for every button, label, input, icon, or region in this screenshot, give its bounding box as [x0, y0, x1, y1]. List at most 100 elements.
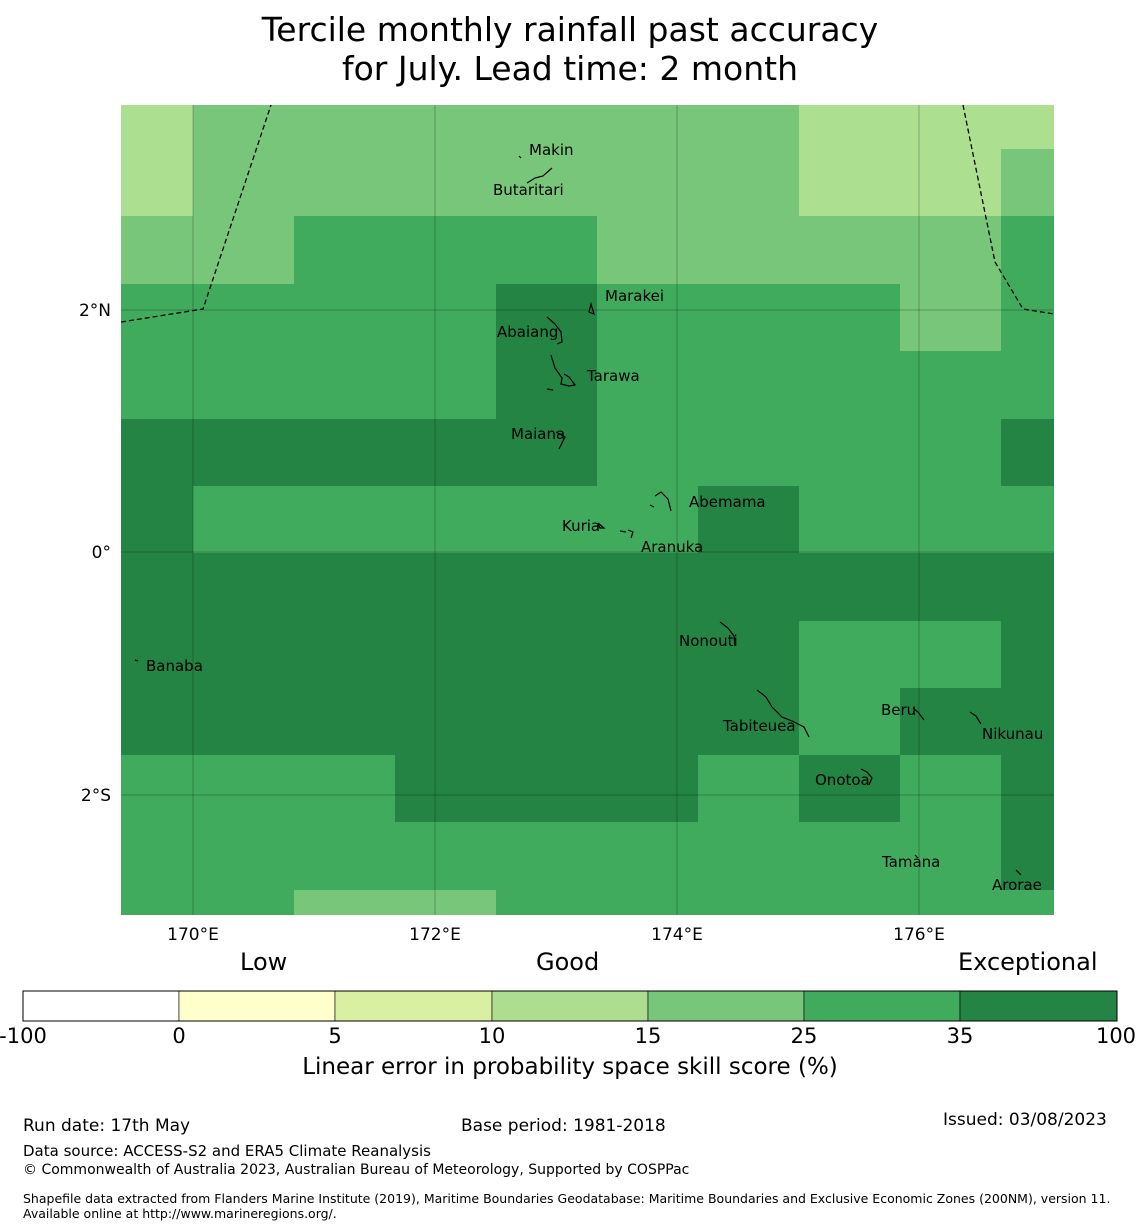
- grid-cell: [121, 284, 496, 351]
- colorbar-tick: 35: [946, 1024, 974, 1048]
- colorbar-frame: [22, 990, 1118, 1022]
- graticule: [121, 105, 1054, 915]
- grid-cell: [1001, 149, 1054, 216]
- grid-cell: [1001, 284, 1054, 351]
- colorbar-segment: [647, 990, 805, 1022]
- issued-date: Issued: 03/08/2023: [943, 1110, 1107, 1130]
- island-label-arorae: Arorae: [992, 876, 1042, 894]
- eez-boundary-east: [962, 104, 1055, 315]
- colorbar-tick: 100: [1095, 1024, 1137, 1048]
- grid-cell: [294, 890, 496, 915]
- tamana-outline: [914, 854, 919, 859]
- grid-cell: [1001, 419, 1054, 486]
- abaiang-outline: [546, 316, 563, 345]
- grid-cell: [1001, 822, 1054, 890]
- copyright: © Commonwealth of Australia 2023, Austra…: [23, 1162, 690, 1178]
- grid-cell: [799, 486, 1054, 553]
- island-label-banaba: Banaba: [146, 657, 203, 675]
- grid-cell: [597, 351, 1054, 419]
- grid-cell: [121, 486, 193, 553]
- grid-cell: [121, 890, 294, 915]
- colorbar-tick: 15: [634, 1024, 662, 1048]
- grid-cell: [1001, 216, 1054, 284]
- grid-cell: [193, 105, 799, 216]
- colorbar-tick: 10: [478, 1024, 506, 1048]
- grid-cell: [698, 755, 799, 822]
- island-outlines: [134, 155, 1022, 876]
- lon-tick-172e: 172°E: [409, 925, 461, 945]
- colorbar-segment: [334, 990, 493, 1022]
- grid-cell: [799, 621, 1001, 688]
- lat-tick-0: 0°: [92, 543, 111, 563]
- title-line-1: Tercile monthly rainfall past accuracy: [261, 10, 879, 49]
- tarawa-outline: [546, 354, 577, 391]
- grid-cell: [1001, 755, 1054, 822]
- colorbar-segment: [491, 990, 649, 1022]
- island-label-onotoa: Onotoa: [815, 771, 870, 789]
- marakei-outline: [588, 301, 595, 316]
- category-good: Good: [536, 948, 600, 976]
- colorbar-segment: [22, 990, 180, 1022]
- nonouti-outline: [719, 621, 736, 647]
- grid-cell: [597, 419, 1001, 486]
- island-label-abaiang: Abaiang: [497, 323, 558, 341]
- island-label-tabiteuea: Tabiteuea: [722, 717, 796, 735]
- grid-cell: [294, 216, 597, 284]
- colorbar-segment: [959, 990, 1118, 1022]
- lat-tick-2s: 2°S: [81, 786, 111, 806]
- island-label-maiana: Maiana: [511, 425, 565, 443]
- kuria-outline: [597, 522, 606, 529]
- grid-cell: [121, 755, 395, 822]
- base-period: Base period: 1981-2018: [461, 1116, 666, 1136]
- skill-grid-cells: [121, 105, 1054, 915]
- aranuka-outline: [619, 529, 634, 539]
- chart-title: Tercile monthly rainfall past accuracy f…: [0, 10, 1140, 88]
- grid-cell: [799, 688, 900, 755]
- grid-cell: [900, 688, 1054, 755]
- island-label-makin: Makin: [529, 141, 574, 159]
- grid-cell: [597, 216, 1001, 284]
- grid-cell: [121, 621, 799, 688]
- butaritari-outline: [526, 167, 553, 184]
- lon-tick-174e: 174°E: [651, 925, 703, 945]
- category-exceptional: Exceptional: [958, 948, 1098, 976]
- makin-outline: [518, 155, 522, 159]
- arorae-outline: [1015, 869, 1022, 876]
- shapefile-credit: Shapefile data extracted from Flanders M…: [23, 1191, 1111, 1221]
- island-label-kuria: Kuria: [562, 517, 600, 535]
- colorbar-tick: -100: [0, 1024, 47, 1048]
- grid-cell: [121, 216, 294, 284]
- island-label-tamana: Tamana: [881, 853, 940, 871]
- nikunau-outline: [969, 711, 982, 725]
- colorbar-tick: 5: [328, 1024, 342, 1048]
- beru-outline: [912, 707, 925, 721]
- lat-tick-2n: 2°N: [79, 301, 111, 321]
- data-source: Data source: ACCESS-S2 and ERA5 Climate …: [23, 1142, 431, 1160]
- colorbar-label: Linear error in probability space skill …: [302, 1054, 838, 1080]
- grid-cell: [121, 688, 799, 755]
- grid-cell: [900, 284, 1001, 351]
- island-labels: Makin Butaritari Marakei Abaiang Tarawa …: [146, 141, 1043, 894]
- category-low: Low: [240, 948, 288, 976]
- grid-cell: [496, 890, 1054, 915]
- onotoa-outline: [860, 768, 873, 786]
- grid-cell: [395, 755, 698, 822]
- banaba-outline: [134, 659, 139, 662]
- grid-cell: [193, 486, 698, 553]
- grid-cell: [597, 284, 900, 351]
- colorbar-tick: 0: [172, 1024, 186, 1048]
- tabiteuea-outline: [756, 689, 810, 738]
- island-label-tarawa: Tarawa: [586, 367, 640, 385]
- grid-cell: [121, 105, 193, 216]
- island-label-aranuka: Aranuka: [641, 538, 703, 556]
- island-label-beru: Beru: [881, 701, 916, 719]
- grid-cell: [121, 351, 496, 419]
- eez-boundary-west: [120, 104, 272, 323]
- maiana-outline: [555, 431, 566, 450]
- grid-cell: [799, 755, 900, 822]
- colorbar: [22, 990, 1118, 1022]
- island-label-nonouti: Nonouti: [679, 632, 738, 650]
- colorbar-segment: [803, 990, 961, 1022]
- grid-cell: [900, 755, 1001, 822]
